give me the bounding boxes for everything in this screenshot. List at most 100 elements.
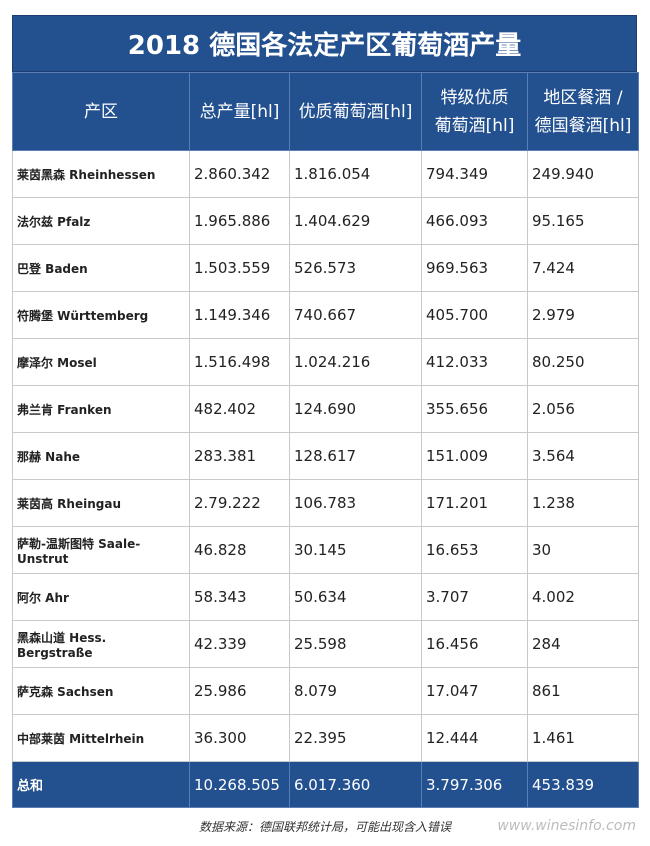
header-text: 德国餐酒[hl] bbox=[534, 115, 632, 136]
region-cell: 符腾堡 Württemberg bbox=[12, 291, 190, 339]
value-cell: 355.656 bbox=[421, 385, 528, 433]
value-cell: 466.093 bbox=[421, 197, 528, 245]
header-cell: 特级优质葡萄酒[hl] bbox=[421, 72, 528, 151]
table-row: 法尔兹 Pfalz 1.965.886 1.404.629 466.093 95.165 bbox=[12, 197, 639, 245]
value-cell: 794.349 bbox=[421, 150, 528, 198]
region-cell: 萨勒-温斯图特 Saale-Unstrut bbox=[12, 526, 190, 574]
source-note: 数据来源：德国联邦统计局，可能出现含入错误 bbox=[198, 820, 451, 834]
value-cell: 106.783 bbox=[289, 479, 422, 527]
table-row: 巴登 Baden 1.503.559 526.573 969.563 7.424 bbox=[12, 244, 639, 292]
value-cell: 3.797.306 bbox=[421, 761, 528, 808]
table-row: 摩泽尔 Mosel 1.516.498 1.024.216 412.033 80.250 bbox=[12, 338, 639, 386]
watermark: www.winesinfo.com bbox=[497, 818, 636, 834]
header-text: 优质葡萄酒[hl] bbox=[298, 101, 413, 122]
table-row: 总和 10.268.505 6.017.360 3.797.306 453.839 bbox=[12, 761, 639, 808]
value-cell: 25.986 bbox=[189, 667, 290, 715]
value-cell: 124.690 bbox=[289, 385, 422, 433]
value-cell: 6.017.360 bbox=[289, 761, 422, 808]
value-cell: 969.563 bbox=[421, 244, 528, 292]
table-row: 符腾堡 Württemberg 1.149.346 740.667 405.700 2.… bbox=[12, 291, 639, 339]
value-cell: 58.343 bbox=[189, 573, 290, 621]
table-row: 萨克森 Sachsen 25.986 8.079 17.047 861 bbox=[12, 667, 639, 715]
header-cell: 优质葡萄酒[hl] bbox=[289, 72, 422, 151]
table-row: 那赫 Nahe 283.381 128.617 151.009 3.564 bbox=[12, 432, 639, 480]
value-cell: 1.149.346 bbox=[189, 291, 290, 339]
value-cell: 2.979 bbox=[527, 291, 639, 339]
region-cell: 总和 bbox=[12, 761, 190, 808]
header-text: 特级优质 bbox=[440, 87, 509, 108]
title: 2018 德国各法定产区葡萄酒产量 bbox=[12, 15, 637, 72]
value-cell: 16.653 bbox=[421, 526, 528, 574]
value-cell: 453.839 bbox=[527, 761, 639, 808]
value-cell: 2.056 bbox=[527, 385, 639, 433]
table-row: 莱茵黑森 Rheinhessen 2.860.342 1.816.054 794.34… bbox=[12, 150, 639, 198]
value-cell: 8.079 bbox=[289, 667, 422, 715]
value-cell: 17.047 bbox=[421, 667, 528, 715]
region-cell: 那赫 Nahe bbox=[12, 432, 190, 480]
value-cell: 1.404.629 bbox=[289, 197, 422, 245]
value-cell: 1.024.216 bbox=[289, 338, 422, 386]
header-cell: 产区 bbox=[12, 72, 190, 151]
value-cell: 405.700 bbox=[421, 291, 528, 339]
table-row: 阿尔 Ahr 58.343 50.634 3.707 4.002 bbox=[12, 573, 639, 621]
value-cell: 1.461 bbox=[527, 714, 639, 762]
region-cell: 莱茵黑森 Rheinhessen bbox=[12, 150, 190, 198]
value-cell: 861 bbox=[527, 667, 639, 715]
region-cell: 萨克森 Sachsen bbox=[12, 667, 190, 715]
value-cell: 22.395 bbox=[289, 714, 422, 762]
region-cell: 摩泽尔 Mosel bbox=[12, 338, 190, 386]
region-cell: 莱茵高 Rheingau bbox=[12, 479, 190, 527]
value-cell: 482.402 bbox=[189, 385, 290, 433]
value-cell: 2.79.222 bbox=[189, 479, 290, 527]
value-cell: 7.424 bbox=[527, 244, 639, 292]
value-cell: 1.503.559 bbox=[189, 244, 290, 292]
value-cell: 1.238 bbox=[527, 479, 639, 527]
region-cell: 法尔兹 Pfalz bbox=[12, 197, 190, 245]
value-cell: 284 bbox=[527, 620, 639, 668]
table-row: 黑森山道 Hess. Bergstraße 42.339 25.598 16.456 2… bbox=[12, 620, 639, 668]
value-cell: 30 bbox=[527, 526, 639, 574]
header-text: 产区 bbox=[84, 101, 118, 122]
header-text: 地区餐酒 / bbox=[543, 87, 623, 108]
value-cell: 2.860.342 bbox=[189, 150, 290, 198]
header-text: 葡萄酒[hl] bbox=[434, 115, 515, 136]
value-cell: 151.009 bbox=[421, 432, 528, 480]
value-cell: 4.002 bbox=[527, 573, 639, 621]
region-cell: 弗兰肯 Franken bbox=[12, 385, 190, 433]
value-cell: 1.965.886 bbox=[189, 197, 290, 245]
region-cell: 巴登 Baden bbox=[12, 244, 190, 292]
value-cell: 95.165 bbox=[527, 197, 639, 245]
value-cell: 30.145 bbox=[289, 526, 422, 574]
table-row: 莱茵高 Rheingau 2.79.222 106.783 171.201 1.238 bbox=[12, 479, 639, 527]
value-cell: 171.201 bbox=[421, 479, 528, 527]
value-cell: 12.444 bbox=[421, 714, 528, 762]
value-cell: 80.250 bbox=[527, 338, 639, 386]
value-cell: 42.339 bbox=[189, 620, 290, 668]
region-cell: 中部莱茵 Mittelrhein bbox=[12, 714, 190, 762]
region-cell: 阿尔 Ahr bbox=[12, 573, 190, 621]
value-cell: 3.707 bbox=[421, 573, 528, 621]
header-text: 总产量[hl] bbox=[199, 101, 280, 122]
value-cell: 1.516.498 bbox=[189, 338, 290, 386]
value-cell: 36.300 bbox=[189, 714, 290, 762]
value-cell: 46.828 bbox=[189, 526, 290, 574]
header-row: 产区 总产量[hl] 优质葡萄酒[hl] 特级优质葡萄酒[hl] 地区餐酒 / 德国餐酒[… bbox=[12, 72, 639, 151]
value-cell: 526.573 bbox=[289, 244, 422, 292]
value-cell: 740.667 bbox=[289, 291, 422, 339]
table-body: 莱茵黑森 Rheinhessen 2.860.342 1.816.054 794.34… bbox=[12, 150, 639, 808]
value-cell: 128.617 bbox=[289, 432, 422, 480]
header-cell: 总产量[hl] bbox=[189, 72, 290, 151]
value-cell: 249.940 bbox=[527, 150, 639, 198]
value-cell: 16.456 bbox=[421, 620, 528, 668]
value-cell: 10.268.505 bbox=[189, 761, 290, 808]
table-row: 萨勒-温斯图特 Saale-Unstrut 46.828 30.145 16.653 3… bbox=[12, 526, 639, 574]
table: 产区 总产量[hl] 优质葡萄酒[hl] 特级优质葡萄酒[hl] 地区餐酒 / 德国餐酒[… bbox=[12, 72, 639, 808]
value-cell: 3.564 bbox=[527, 432, 639, 480]
value-cell: 1.816.054 bbox=[289, 150, 422, 198]
value-cell: 412.033 bbox=[421, 338, 528, 386]
header-cell: 地区餐酒 / 德国餐酒[hl] bbox=[527, 72, 639, 151]
table-row: 弗兰肯 Franken 482.402 124.690 355.656 2.056 bbox=[12, 385, 639, 433]
value-cell: 283.381 bbox=[189, 432, 290, 480]
value-cell: 50.634 bbox=[289, 573, 422, 621]
